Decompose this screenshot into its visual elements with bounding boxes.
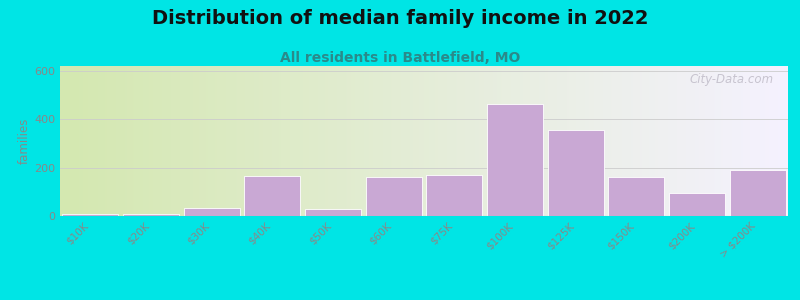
Bar [730,170,786,216]
Bar [366,177,422,216]
Bar [669,193,725,216]
Text: City-Data.com: City-Data.com [690,74,774,86]
Bar [609,177,664,216]
Bar [487,103,543,216]
Bar [548,130,603,216]
Bar [245,176,300,216]
Text: All residents in Battlefield, MO: All residents in Battlefield, MO [280,51,520,65]
Text: Distribution of median family income in 2022: Distribution of median family income in … [152,9,648,28]
Bar [305,209,361,216]
Y-axis label: families: families [18,118,31,164]
Bar [184,208,239,216]
Bar [123,214,179,216]
Bar [426,175,482,216]
Bar [62,214,118,216]
